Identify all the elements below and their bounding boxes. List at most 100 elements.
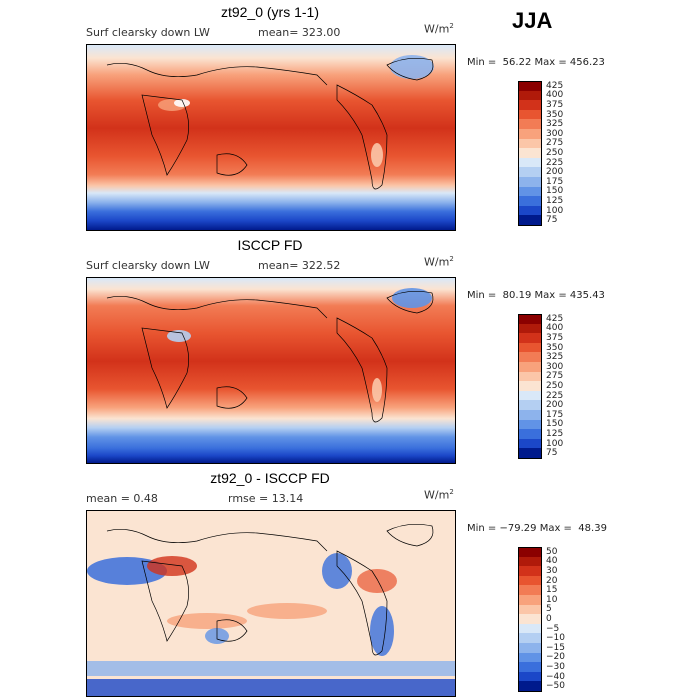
panel-2-unit-exp: 2 [449,255,454,263]
colorbar-swatch [518,157,542,168]
panel-1-unit-exp: 2 [449,22,454,30]
panel-2-unit-base: W/m [424,255,450,269]
panel-3-unit-base: W/m [424,488,450,502]
panel-1-title: zt92_0 (yrs 1-1) [220,4,320,20]
panel-1-unit-base: W/m [424,22,450,36]
colorbar-swatch [518,556,542,567]
colorbar-tick-label: 125 [546,429,564,439]
panel-3-max-label: Max = [539,523,572,534]
colorbar-swatch [518,177,542,187]
colorbar-tick-label: 425 [546,313,564,324]
colorbar-swatch [518,448,542,459]
panel-1-colorbar: 425 400 375 350 325 300 275 250 225 200 175 150 125 1… [518,80,598,226]
panel-2-min-value: 80.19 [502,290,532,301]
colorbar-tick-label: 225 [546,390,564,401]
panel-2-max-value: 435.43 [569,290,605,301]
colorbar-swatch [518,671,542,682]
panel-2-map [86,277,456,464]
panel-3-colorbar: 50 40 30 20 15 10 5 0 −5 −10 −15 −20 −30 −40 −50 [518,546,598,692]
colorbar-tick-label: 425 [546,80,564,91]
colorbar-swatch [518,681,542,692]
colorbar-tick-label: 325 [546,352,564,363]
colorbar-swatch [518,138,542,149]
colorbar-swatch [518,566,542,576]
colorbar-swatch [518,410,542,420]
panel-3-max-value: 48.39 [578,523,607,534]
colorbar-swatch [518,623,542,634]
panel-2-colorbar: 425 400 375 350 325 300 275 250 225 200 175 150 125 1… [518,313,598,459]
colorbar-tick-label: 100 [546,205,564,216]
colorbar-swatch [518,614,542,624]
colorbar-tick-label: 350 [546,109,564,120]
colorbar-swatch [518,429,542,439]
colorbar-tick-label: −40 [546,671,565,682]
colorbar-swatch [518,186,542,197]
panel-1-mean-label: mean= 323.00 [258,26,340,39]
panel-3-rmse-text: rmse = [228,492,269,505]
colorbar-tick-label: 5 [546,604,552,615]
colorbar-tick-label: 0 [546,614,552,624]
colorbar-tick-label: 250 [546,148,564,158]
colorbar-tick-label: 250 [546,381,564,391]
panel-3-map [86,510,456,697]
colorbar-tick-label: −5 [546,623,560,634]
colorbar-tick-label: 200 [546,400,564,411]
panel-2-minmax: Min = 80.19 Max = 435.43 [467,290,605,301]
panel-3-map-svg [87,511,455,696]
panel-1-min-label: Min = [467,57,497,68]
panel-3-mean-text: mean = [86,492,130,505]
colorbar-tick-label: 10 [546,594,558,605]
panel-2-mean-text: mean= [258,259,299,272]
colorbar-swatch [518,604,542,615]
colorbar-tick-label: 30 [546,566,558,576]
panel-2-map-svg [87,278,455,463]
colorbar-swatch [518,362,542,372]
panel-1-map [86,44,456,231]
panel-1-unit: W/m2 [424,22,454,36]
panel-3-unit: W/m2 [424,488,454,502]
colorbar-swatch [518,81,542,92]
colorbar-tick-label: 50 [546,546,558,557]
colorbar-tick-label: 300 [546,361,564,372]
colorbar-tick-label: 275 [546,371,564,382]
panel-2-title: ISCCP FD [237,237,303,253]
colorbar-swatch [518,215,542,226]
colorbar-tick-label: 200 [546,167,564,178]
colorbar-tick-label: 325 [546,119,564,130]
colorbar-swatch [518,196,542,206]
colorbar-swatch [518,314,542,325]
panel-1-mean-value: 323.00 [301,26,341,39]
colorbar-swatch [518,390,542,401]
colorbar-tick-label: 275 [546,138,564,149]
colorbar-swatch [518,90,542,101]
colorbar-swatch [518,109,542,120]
panel-3-min-value: −79.29 [499,523,537,534]
colorbar-swatch [518,575,542,586]
colorbar-swatch [518,129,542,139]
colorbar-swatch [518,400,542,410]
colorbar-swatch [518,633,542,643]
colorbar-tick-label: 100 [546,438,564,449]
panel-3-unit-exp: 2 [449,488,454,496]
panel-3-rmse-label: rmse = 13.14 [228,492,303,505]
panel-2-field-label: Surf clearsky down LW [86,259,210,272]
colorbar-swatch [518,100,542,110]
colorbar-tick-label: 75 [546,448,558,459]
colorbar-tick-label: 20 [546,575,558,586]
colorbar-tick-label: 350 [546,342,564,353]
panel-1-field-label: Surf clearsky down LW [86,26,210,39]
colorbar-swatch [518,381,542,391]
colorbar-tick-label: 300 [546,128,564,139]
panel-3-min-label: Min = [467,523,497,534]
colorbar-swatch [518,438,542,449]
colorbar-swatch [518,119,542,129]
panel-2-mean-value: 322.52 [301,259,341,272]
colorbar-tick-label: 75 [546,215,558,226]
colorbar-swatch [518,205,542,216]
colorbar-swatch [518,323,542,334]
colorbar-swatch [518,595,542,605]
panel-1-min-value: 56.22 [502,57,532,68]
colorbar-swatch [518,167,542,177]
colorbar-swatch [518,342,542,353]
panel-2-unit: W/m2 [424,255,454,269]
